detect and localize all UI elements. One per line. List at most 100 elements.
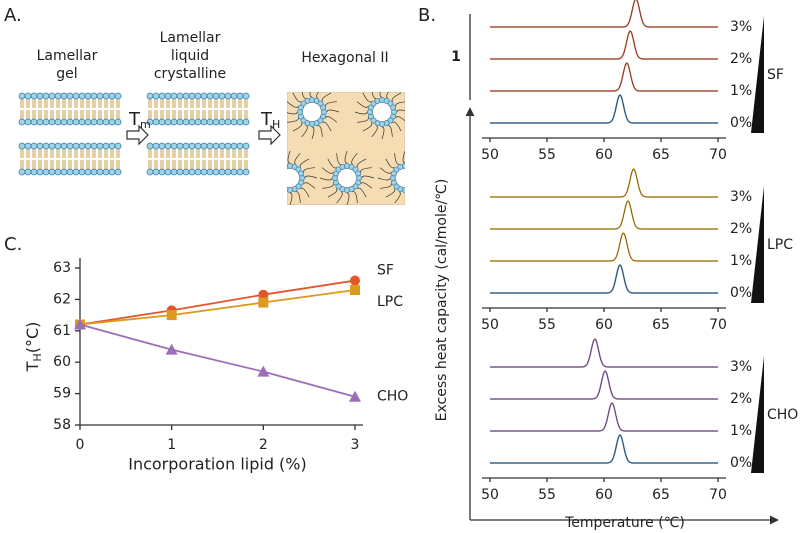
hexagonal-phase <box>265 92 424 205</box>
thermogram <box>490 30 718 60</box>
lipid-head <box>230 142 238 150</box>
y-axis-title: Excess heat capacity (cal/mole/℃) <box>434 179 450 422</box>
stage-label: Lamellar <box>160 30 221 46</box>
lipid-head <box>84 142 92 150</box>
series-label: 3% <box>730 189 752 205</box>
lipid-head <box>276 171 281 176</box>
y-tick-label: 63 <box>53 260 71 276</box>
x-tick-label: 55 <box>538 487 556 503</box>
lipid-tail <box>292 122 303 132</box>
lipid-tail <box>265 168 276 174</box>
lipid-tail <box>410 153 416 164</box>
lipid-head <box>108 142 116 150</box>
lipid-tail <box>346 192 350 205</box>
lipid-head <box>84 118 92 126</box>
thermogram-fit <box>490 200 718 230</box>
lipid-tail <box>392 121 402 132</box>
lipid-head <box>54 118 62 126</box>
transition-symbol: T <box>128 109 141 130</box>
marker <box>165 343 178 355</box>
stage-label: crystalline <box>154 66 226 82</box>
thermogram <box>490 337 718 368</box>
concentration-wedge <box>751 16 764 133</box>
lipid-tail <box>271 159 279 168</box>
lipid-head <box>54 142 62 150</box>
x-tick-label: 70 <box>709 147 727 163</box>
lipid-tail <box>287 117 299 123</box>
x-tick-label: 60 <box>595 147 613 163</box>
stage-label: Lamellar <box>37 48 98 64</box>
lipid-tail <box>371 125 378 138</box>
lipid-tail <box>386 92 389 99</box>
series-line <box>79 289 356 326</box>
group-label: CHO <box>767 407 798 423</box>
marker <box>257 365 270 377</box>
lipid-head <box>102 118 110 126</box>
series-line <box>79 279 356 326</box>
lipid-tail <box>316 92 319 99</box>
lipid-head <box>36 92 44 100</box>
lipid-tail <box>265 184 276 189</box>
lipid-head <box>206 92 214 100</box>
lipid-head <box>212 142 220 150</box>
lipid-tail <box>362 122 373 132</box>
lipid-head <box>212 118 220 126</box>
lipid-head <box>108 118 116 126</box>
lipid-head <box>84 168 92 176</box>
series-label: 2% <box>730 391 752 407</box>
lipid-head <box>36 142 44 150</box>
thermogram-fit <box>490 30 718 60</box>
lipid-tail <box>271 189 280 197</box>
lipid-head <box>102 92 110 100</box>
lipid-head <box>60 118 68 126</box>
lipid-head <box>72 92 80 100</box>
lipid-tail <box>299 158 310 168</box>
thermogram <box>490 62 718 92</box>
y-axis-title: TH(°C) <box>23 322 45 373</box>
lipid-tail <box>395 116 405 122</box>
lipid-head <box>170 168 178 176</box>
x-tick-label: 55 <box>538 317 556 333</box>
lipid-head <box>42 92 50 100</box>
thermogram <box>490 263 718 294</box>
lipid-tail <box>385 158 395 169</box>
lipid-tail <box>377 177 391 181</box>
lipid-tail <box>352 191 358 203</box>
lipid-head <box>48 92 56 100</box>
lipid-tail <box>351 152 358 165</box>
series-label: 3% <box>730 19 752 35</box>
lipid-tail <box>295 191 301 203</box>
lipid-tail <box>395 101 405 107</box>
thermogram <box>490 401 718 432</box>
stage-label: gel <box>56 66 77 82</box>
lipid-tail <box>396 109 405 113</box>
lipid-head <box>176 168 184 176</box>
lipid-head <box>242 92 250 100</box>
lipid-head <box>24 142 32 150</box>
x-tick-label: 70 <box>709 317 727 333</box>
lipid-head <box>230 168 238 176</box>
stage-label: liquid <box>171 48 209 64</box>
thermogram <box>490 0 718 28</box>
x-tick-label: 1 <box>167 437 176 453</box>
marker <box>350 284 360 295</box>
lipid-tail <box>415 159 424 167</box>
lipid-tail <box>322 183 334 189</box>
lipid-tail <box>311 126 315 140</box>
lipid-head <box>279 167 284 172</box>
lipid-tail <box>300 187 310 198</box>
panel-label: A. <box>4 5 22 26</box>
thermogram-fit <box>490 0 718 28</box>
lipid-head <box>78 142 86 150</box>
lipid-head <box>402 163 405 169</box>
lipid-head <box>72 118 80 126</box>
lipid-head <box>102 168 110 176</box>
lipid-head <box>102 142 110 150</box>
lipid-head <box>42 168 50 176</box>
x-tick-label: 60 <box>595 487 613 503</box>
lipid-head <box>200 168 208 176</box>
marker <box>349 390 361 402</box>
lipid-head <box>146 92 154 100</box>
lipid-head <box>152 142 160 150</box>
x-tick-label: 65 <box>652 487 670 503</box>
